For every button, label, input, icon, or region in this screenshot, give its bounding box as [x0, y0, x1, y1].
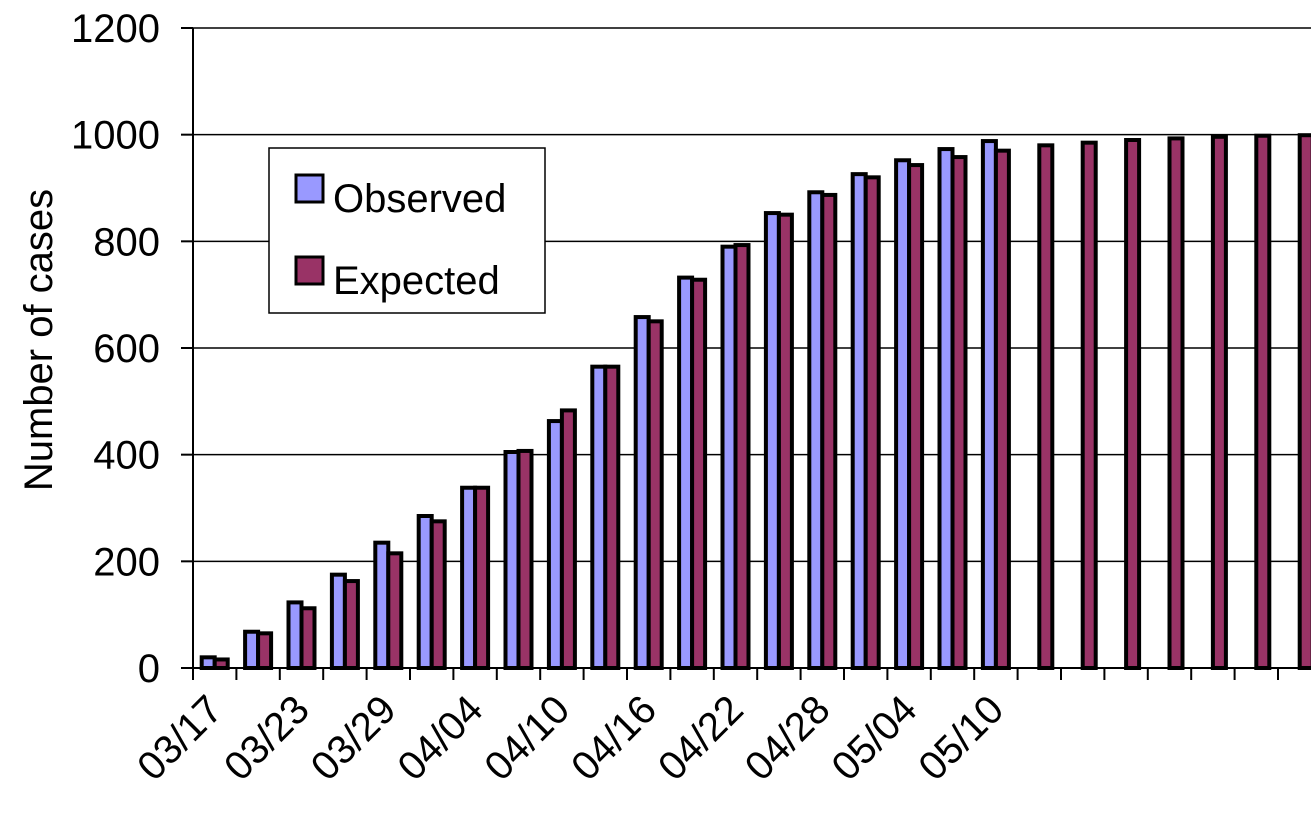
y-tick-label: 800 [93, 220, 160, 264]
bar-expected [776, 212, 794, 671]
bar-expected [690, 277, 708, 670]
bar-expected [559, 408, 577, 670]
x-tick-label: 05/04 [824, 687, 926, 789]
y-tick-label: 1200 [71, 7, 160, 51]
bar-expected [603, 364, 621, 670]
bar-expected [733, 243, 751, 670]
legend-swatch-observed [294, 173, 325, 204]
bar-expected [1124, 138, 1142, 670]
x-tick-label: 04/22 [650, 687, 752, 789]
bar-expected [1037, 143, 1055, 671]
x-tick-label: 03/29 [303, 687, 405, 789]
bar-expected [950, 155, 968, 670]
y-tick-label: 0 [138, 647, 160, 691]
axes [181, 27, 1311, 680]
bar-expected [1080, 140, 1098, 670]
legend: Observed Expected [268, 147, 546, 314]
bar-expected [299, 606, 317, 670]
bar-expected [1297, 133, 1311, 670]
x-tick-label: 04/16 [563, 687, 665, 789]
bar-expected [342, 579, 360, 670]
bar-expected [993, 148, 1011, 670]
bar-expected [516, 448, 534, 670]
x-tick-label: 03/23 [216, 687, 318, 789]
y-tick-label: 400 [93, 434, 160, 478]
legend-label-expected: Expected [333, 259, 500, 303]
x-tick-label: 05/10 [910, 687, 1012, 789]
bar-expected [646, 319, 664, 670]
bar-expected [212, 657, 230, 671]
bar-expected [907, 163, 925, 670]
legend-label-observed: Observed [333, 177, 506, 221]
bar-expected [863, 175, 881, 670]
y-tick-label: 200 [93, 540, 160, 584]
bar-expected [429, 519, 447, 670]
bar-expected [386, 551, 404, 670]
y-tick-label: 600 [93, 327, 160, 371]
x-tick-label: 04/28 [737, 687, 839, 789]
bar-expected [820, 192, 838, 671]
x-tick-label: 03/17 [129, 687, 231, 789]
x-tick-label: 04/10 [476, 687, 578, 789]
x-tick-label: 04/04 [390, 687, 492, 789]
bar-expected [473, 485, 491, 670]
y-axis-label: Number of cases [17, 189, 61, 491]
bar-expected [1254, 133, 1272, 670]
bar-expected [1210, 134, 1228, 671]
bar-expected [1167, 136, 1185, 670]
bar-expected [256, 631, 274, 670]
y-tick-label: 1000 [71, 114, 160, 158]
legend-swatch-expected [294, 255, 325, 286]
